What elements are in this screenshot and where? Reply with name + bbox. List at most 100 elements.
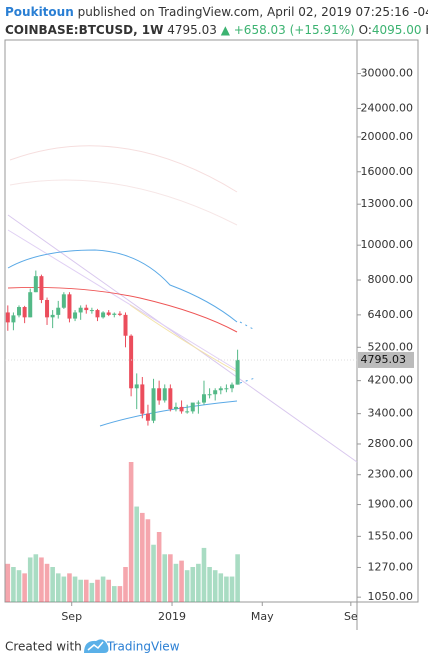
candle-body: [5, 312, 10, 323]
volume-bar: [184, 570, 190, 602]
volume-bar: [89, 582, 95, 602]
volume-bar: [179, 560, 184, 602]
indicator-line: [239, 377, 256, 384]
volume-bar: [151, 544, 156, 602]
volume-bar: [95, 579, 100, 602]
footer-brand[interactable]: TradingView: [106, 640, 180, 654]
candle-body: [89, 310, 94, 312]
volume-bar: [134, 506, 140, 602]
candle-body: [168, 388, 173, 410]
volume-bar: [207, 567, 212, 602]
volume-bar: [162, 554, 168, 602]
chart-frame: [4, 39, 419, 603]
x-tick-label: Se: [344, 610, 358, 623]
candle-body: [196, 402, 201, 404]
candle-body: [157, 388, 162, 401]
candle-body: [134, 384, 139, 389]
candle-body: [67, 294, 72, 319]
volume-bar: [78, 579, 83, 602]
last-price-label: 4795.03: [361, 353, 407, 366]
last: 4795.03: [167, 23, 217, 37]
volume-bar: [22, 573, 27, 602]
candle-body: [73, 312, 78, 319]
volume-bar: [16, 570, 22, 602]
candle-body: [151, 388, 156, 421]
volume-bar: [111, 586, 117, 602]
candle-body: [230, 384, 235, 389]
candle-body: [179, 406, 184, 412]
volume-bar: [39, 557, 44, 602]
candle-body: [117, 313, 122, 315]
plot: 30000.00 24000.00 20000.00 16000.00 13000.00…: [5, 67, 414, 623]
symbol-line: COINBASE:BTCUSD, 1W 4795.03 ▲ +658.03 (+…: [5, 23, 428, 37]
candle-body: [123, 314, 128, 336]
high-label: H:: [425, 23, 428, 37]
indicator-line: [99, 400, 238, 427]
y-tick-label: 1270.00: [368, 560, 414, 573]
volume-bar: [100, 576, 106, 602]
y-tick-label: 30000.00: [361, 67, 414, 80]
volume-bar: [55, 573, 61, 602]
last-price-box: [358, 351, 414, 368]
indicator-line: [7, 249, 238, 323]
candle-body: [112, 313, 117, 315]
y-tick-label: 2800.00: [368, 437, 414, 450]
candle-body: [22, 307, 27, 318]
candle-body: [224, 388, 229, 390]
candle-body: [207, 394, 212, 396]
y-tick-label: 16000.00: [361, 165, 414, 178]
candle-body: [61, 294, 66, 308]
header-line: Poukitoun published on TradingView.com, …: [5, 5, 428, 19]
y-tick-label: 13000.00: [361, 197, 414, 210]
candle-body: [129, 335, 134, 389]
candle-body: [17, 307, 22, 316]
volume-bar: [5, 563, 11, 602]
candle-body: [95, 310, 100, 318]
volume-bar: [128, 462, 134, 602]
volume-bar: [106, 579, 111, 602]
open-label: O:: [359, 23, 372, 37]
volume-bar: [218, 573, 224, 602]
candle-body: [145, 413, 150, 421]
volume-bar: [27, 557, 33, 602]
candle-body: [33, 276, 38, 293]
published: published on TradingView.com, April 02, …: [78, 5, 428, 19]
change: +658.03 (+15.91%): [234, 23, 355, 37]
indicator-line: [239, 321, 256, 331]
y-tick-label: 20000.00: [361, 130, 414, 143]
candle-body: [39, 276, 44, 300]
candle-body: [190, 402, 195, 412]
candle-body: [213, 390, 218, 395]
volume-bar: [201, 547, 207, 602]
volume-bar: [72, 576, 78, 602]
volume-bar: [173, 563, 179, 602]
candle-body: [235, 359, 240, 385]
candle-body: [45, 299, 50, 318]
candle-body: [106, 312, 111, 315]
y-tick-label: 2300.00: [368, 468, 414, 481]
volume-bar: [229, 576, 235, 602]
indicator-line: [7, 214, 358, 463]
candle-body: [84, 307, 89, 311]
y-tick-label: 4200.00: [368, 374, 414, 387]
indicators: [7, 145, 358, 463]
candle-body: [101, 312, 106, 318]
volume-bar: [145, 519, 151, 602]
author[interactable]: Poukitoun: [5, 5, 74, 19]
candle-body: [11, 315, 16, 323]
volume-bar: [50, 567, 55, 602]
volume-bar: [196, 563, 201, 602]
candle-body: [78, 307, 83, 313]
y-tick-label: 8000.00: [368, 273, 414, 286]
y-tick-label: 24000.00: [361, 101, 414, 114]
footer-created: Created with: [5, 640, 82, 654]
candle-body: [50, 314, 55, 318]
volume-bar: [212, 570, 218, 602]
indicator-line: [9, 179, 238, 226]
volume-bar: [140, 512, 145, 602]
volume-bar: [117, 586, 123, 602]
y-tick-label: 5200.00: [368, 340, 414, 353]
y-tick-label: 1050.00: [368, 590, 414, 603]
